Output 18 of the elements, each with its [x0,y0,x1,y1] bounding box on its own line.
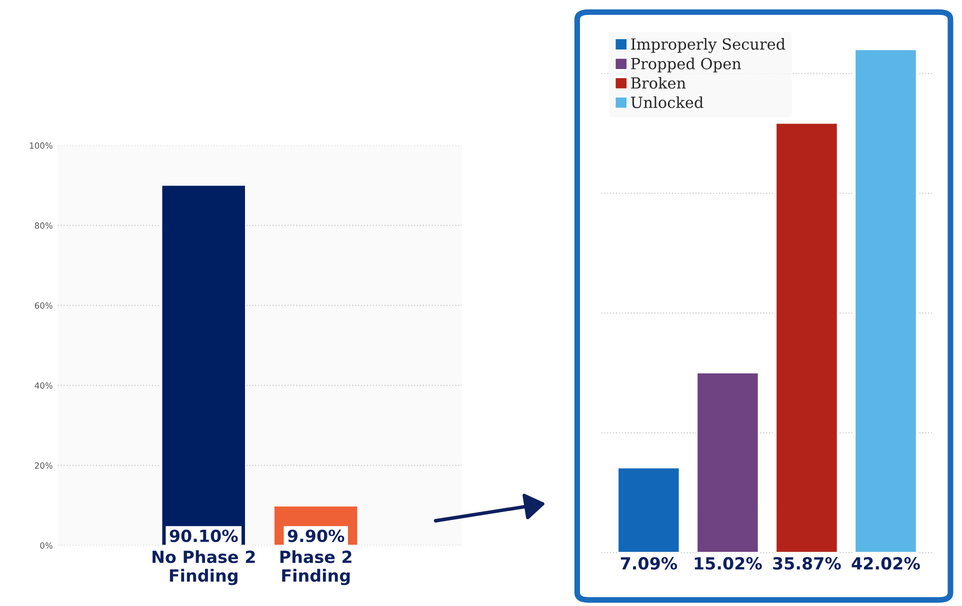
y-tick-label: 20% [34,462,52,469]
y-tick-label: 40% [34,382,52,389]
legend-label: Improperly Secured [631,38,786,53]
y-tick-label: 100% [30,142,52,149]
data-label: 35.87% [773,557,841,570]
legend-label: Unlocked [630,96,704,108]
data-label: 9.90% [288,530,344,542]
y-tick-label: 0% [40,542,52,549]
legend-label: Broken [631,76,686,89]
data-label: 42.02% [852,557,920,570]
x-tick-label: Phase 2 Finding [280,550,352,586]
legend-label: Propped Open [631,58,742,72]
data-label: 90.10% [170,530,238,542]
x-tick-label: No Phase 2 Finding [152,550,255,586]
y-tick-label: 60% [34,302,52,309]
data-label: 15.02% [694,557,762,570]
y-tick-label: 80% [34,222,52,229]
data-label: 7.09% [620,557,678,570]
